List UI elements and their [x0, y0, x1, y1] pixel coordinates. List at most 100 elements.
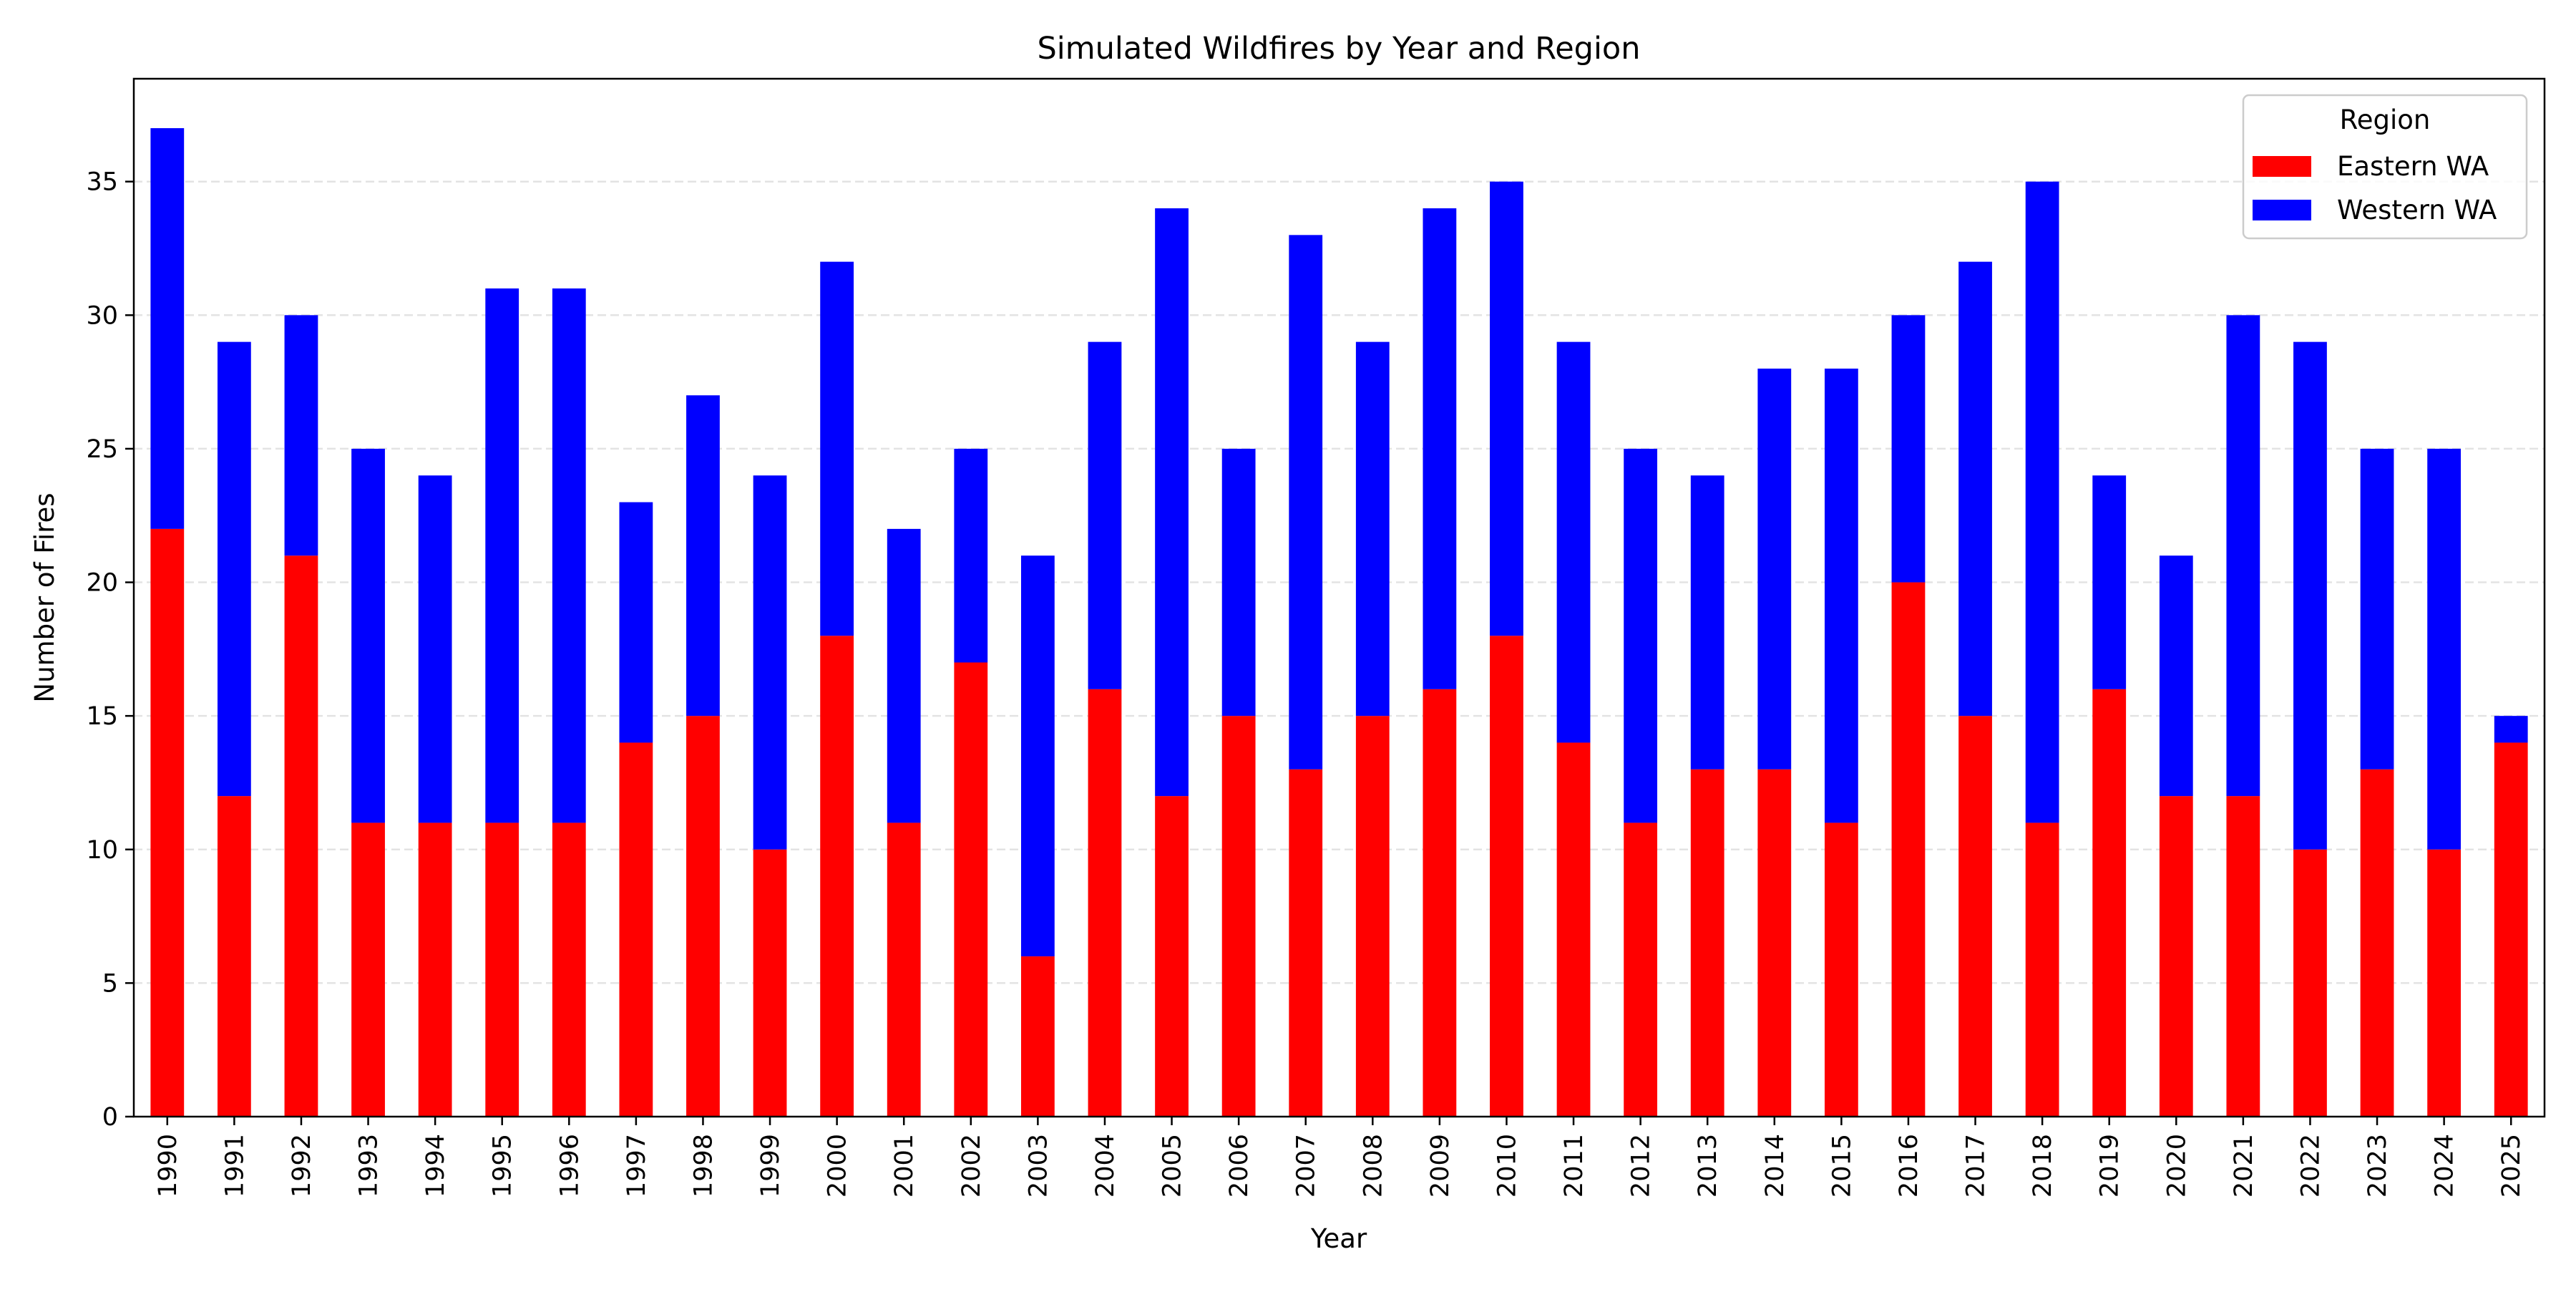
bar-western-wa-2022: [2293, 341, 2327, 850]
y-tick-label: 35: [86, 168, 118, 197]
bar-eastern-wa-2015: [1824, 822, 1858, 1117]
bar-western-wa-2015: [1824, 368, 1858, 823]
bar-eastern-wa-1990: [150, 528, 185, 1117]
bar-eastern-wa-1993: [351, 822, 385, 1117]
plot-frame: [132, 77, 2546, 1118]
x-tick-label: 2018: [2029, 1134, 2057, 1198]
bar-eastern-wa-2024: [2427, 849, 2462, 1117]
bar-eastern-wa-2017: [1958, 716, 1992, 1117]
bar-western-wa-2025: [2494, 716, 2528, 743]
bar-western-wa-2012: [1624, 448, 1658, 823]
x-tick-label: 2020: [2162, 1134, 2191, 1198]
x-tick-label: 2003: [1024, 1134, 1053, 1198]
y-tick-label: 25: [86, 435, 118, 464]
x-axis-label: Year: [1310, 1223, 1367, 1254]
legend-label-western-wa: Western WA: [2337, 195, 2497, 225]
bar-western-wa-2019: [2092, 475, 2127, 689]
x-tick-label: 2019: [2096, 1134, 2124, 1198]
bar-eastern-wa-2016: [1891, 582, 1926, 1117]
x-tick-label: 2013: [1694, 1134, 1722, 1198]
x-tick-label: 2001: [890, 1134, 919, 1198]
bar-western-wa-2004: [1088, 341, 1122, 689]
bar-western-wa-2023: [2360, 448, 2394, 769]
y-tick-label: 20: [86, 569, 118, 598]
grid-lines: [134, 180, 2545, 984]
bar-western-wa-1997: [619, 502, 653, 743]
bar-western-wa-1992: [284, 315, 318, 556]
x-tick-label: 1992: [288, 1134, 316, 1198]
bar-eastern-wa-1999: [753, 849, 787, 1117]
bar-western-wa-2009: [1423, 208, 1457, 689]
bar-eastern-wa-2003: [1020, 956, 1055, 1117]
x-tick-label: 2016: [1895, 1134, 1923, 1198]
bar-western-wa-2018: [2025, 181, 2059, 823]
bar-western-wa-2024: [2427, 448, 2462, 850]
bar-eastern-wa-1994: [418, 822, 452, 1117]
x-tick-label: 2021: [2230, 1134, 2258, 1198]
bar-western-wa-2003: [1020, 555, 1055, 957]
bar-western-wa-2013: [1690, 475, 1724, 769]
bar-eastern-wa-2009: [1423, 689, 1457, 1117]
bar-eastern-wa-2005: [1155, 796, 1189, 1117]
bar-western-wa-2011: [1556, 341, 1591, 743]
bar-western-wa-2014: [1757, 368, 1792, 769]
bars: [150, 128, 2528, 1117]
bar-western-wa-1999: [753, 475, 787, 850]
bar-western-wa-2001: [887, 528, 921, 823]
x-tick-label: 2011: [1560, 1134, 1589, 1198]
bar-eastern-wa-2007: [1289, 769, 1323, 1117]
legend-title: Region: [2340, 105, 2431, 135]
bar-eastern-wa-2000: [820, 636, 854, 1117]
x-tick-label: 1993: [355, 1134, 384, 1198]
bar-eastern-wa-1997: [619, 742, 653, 1117]
legend-box: [2242, 94, 2528, 240]
bar-western-wa-1996: [552, 288, 586, 823]
x-tick-label: 2007: [1292, 1134, 1321, 1198]
x-tick-label: 2006: [1225, 1134, 1254, 1198]
bar-western-wa-2020: [2159, 555, 2193, 797]
bar-western-wa-2006: [1221, 448, 1256, 717]
legend-swatch-eastern-wa: [2253, 156, 2311, 177]
x-tick-label: 1996: [555, 1134, 584, 1198]
bar-western-wa-1995: [485, 288, 519, 823]
bar-eastern-wa-2006: [1221, 716, 1256, 1117]
bar-western-wa-2010: [1490, 181, 1523, 636]
x-tick-label: 1995: [489, 1134, 517, 1198]
y-tick-label: 0: [102, 1103, 118, 1132]
x-tick-label: 2004: [1091, 1134, 1120, 1198]
bar-eastern-wa-2002: [954, 662, 988, 1117]
bar-eastern-wa-2021: [2226, 796, 2260, 1117]
x-tick-label: 2014: [1761, 1134, 1790, 1198]
x-tick-label: 2005: [1158, 1134, 1187, 1198]
bar-western-wa-1993: [351, 448, 385, 823]
x-tick-label: 1999: [756, 1134, 785, 1198]
y-tick-label: 30: [86, 301, 118, 330]
bar-eastern-wa-1995: [485, 822, 519, 1117]
bar-western-wa-2017: [1958, 261, 1992, 717]
bar-western-wa-2007: [1289, 235, 1323, 769]
chart-title: Simulated Wildfires by Year and Region: [1038, 31, 1641, 67]
bar-eastern-wa-1991: [217, 796, 251, 1117]
x-tick-label: 2010: [1493, 1134, 1521, 1198]
bar-western-wa-2021: [2226, 315, 2260, 797]
x-tick-label: 1990: [154, 1134, 182, 1198]
bar-eastern-wa-2019: [2092, 689, 2127, 1117]
x-tick-label: 1991: [220, 1134, 249, 1198]
x-tick-label: 1998: [689, 1134, 718, 1198]
bar-western-wa-1998: [686, 395, 720, 717]
bar-eastern-wa-2013: [1690, 769, 1724, 1117]
bar-western-wa-2008: [1355, 341, 1390, 717]
bar-eastern-wa-2004: [1088, 689, 1122, 1117]
bar-eastern-wa-1996: [552, 822, 586, 1117]
bar-eastern-wa-2023: [2360, 769, 2394, 1117]
x-tick-label: 2023: [2363, 1134, 2392, 1198]
x-tick-label: 2015: [1828, 1134, 1856, 1198]
bar-western-wa-1990: [150, 128, 185, 529]
x-tick-label: 2008: [1359, 1134, 1387, 1198]
bar-eastern-wa-2018: [2025, 822, 2059, 1117]
x-tick-label: 1994: [421, 1134, 450, 1198]
legend-swatch-western-wa: [2253, 200, 2311, 220]
bar-eastern-wa-1992: [284, 555, 318, 1117]
